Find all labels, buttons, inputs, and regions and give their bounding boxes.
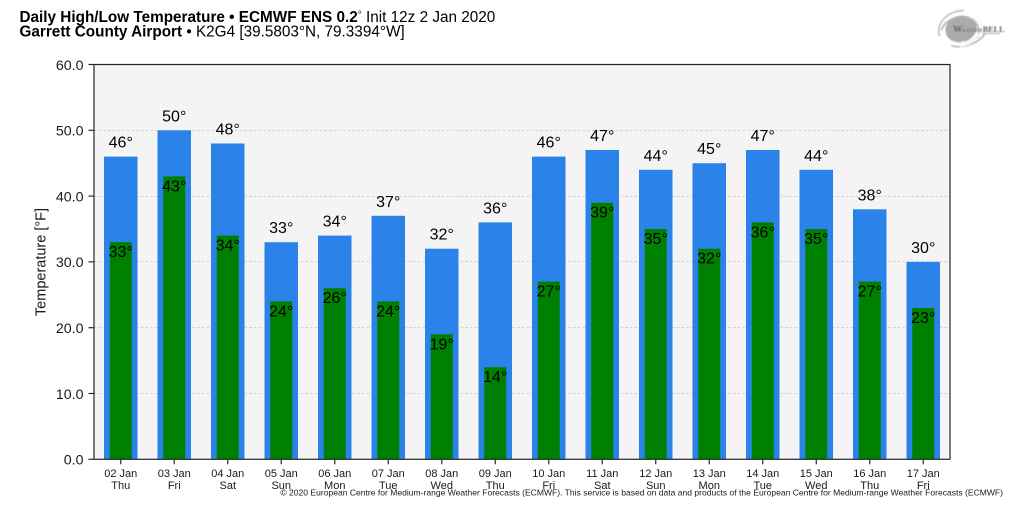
svg-text:32°: 32°: [697, 251, 721, 268]
svg-text:14 Jan: 14 Jan: [746, 468, 779, 480]
svg-text:04 Jan: 04 Jan: [211, 468, 244, 480]
svg-text:17 Jan: 17 Jan: [907, 468, 940, 480]
svg-text:46°: 46°: [537, 135, 561, 152]
svg-text:Sun: Sun: [271, 480, 291, 492]
svg-text:34°: 34°: [216, 238, 240, 255]
svg-text:45°: 45°: [697, 141, 721, 158]
svg-text:Daily High/Low Temperature • E: Daily High/Low Temperature • ECMWF ENS 0…: [20, 9, 496, 26]
svg-text:40.0: 40.0: [56, 189, 84, 205]
svg-text:Wed: Wed: [805, 480, 827, 492]
svg-text:48°: 48°: [216, 122, 240, 139]
svg-text:Fri: Fri: [168, 480, 181, 492]
svg-text:34°: 34°: [323, 214, 347, 231]
svg-text:Sat: Sat: [594, 480, 611, 492]
svg-text:47°: 47°: [751, 128, 775, 145]
svg-text:24°: 24°: [269, 303, 293, 320]
svg-text:Thu: Thu: [486, 480, 505, 492]
svg-text:Garrett County Airport • K2G4: Garrett County Airport • K2G4 [39.5803°N…: [20, 23, 405, 40]
svg-text:09 Jan: 09 Jan: [479, 468, 512, 480]
svg-text:10.0: 10.0: [56, 387, 84, 403]
svg-text:60.0: 60.0: [56, 58, 84, 74]
svg-text:50.0: 50.0: [56, 124, 84, 140]
svg-text:19°: 19°: [430, 336, 454, 353]
svg-text:11 Jan: 11 Jan: [586, 468, 618, 480]
svg-text:12 Jan: 12 Jan: [639, 468, 672, 480]
svg-text:© 2020 European Centre for Med: © 2020 European Centre for Medium-range …: [280, 488, 1003, 498]
svg-text:07 Jan: 07 Jan: [372, 468, 405, 480]
svg-text:16 Jan: 16 Jan: [853, 468, 886, 480]
svg-text:13 Jan: 13 Jan: [693, 468, 726, 480]
svg-text:15 Jan: 15 Jan: [800, 468, 833, 480]
svg-text:38°: 38°: [858, 187, 882, 204]
svg-text:10 Jan: 10 Jan: [532, 468, 565, 480]
svg-text:Tue: Tue: [379, 480, 398, 492]
svg-text:23°: 23°: [911, 310, 935, 327]
svg-text:Wed: Wed: [431, 480, 453, 492]
svg-text:Sat: Sat: [219, 480, 236, 492]
svg-text:36°: 36°: [483, 200, 507, 217]
svg-text:33°: 33°: [269, 220, 293, 237]
svg-text:Thu: Thu: [111, 480, 130, 492]
svg-text:39°: 39°: [590, 205, 614, 222]
svg-text:Fri: Fri: [542, 480, 555, 492]
svg-text:0.0: 0.0: [64, 453, 84, 469]
svg-text:36°: 36°: [751, 224, 775, 241]
svg-text:24°: 24°: [376, 303, 400, 320]
svg-text:44°: 44°: [644, 148, 668, 165]
svg-text:50°: 50°: [162, 108, 186, 125]
svg-text:47°: 47°: [590, 128, 614, 145]
svg-text:44°: 44°: [804, 148, 828, 165]
svg-text:35°: 35°: [644, 231, 668, 248]
svg-text:06 Jan: 06 Jan: [318, 468, 351, 480]
svg-text:27°: 27°: [858, 284, 882, 301]
svg-text:Tue: Tue: [753, 480, 772, 492]
svg-text:43°: 43°: [162, 178, 186, 195]
svg-text:Sun: Sun: [646, 480, 666, 492]
svg-text:Mon: Mon: [699, 480, 720, 492]
svg-text:46°: 46°: [109, 135, 133, 152]
svg-text:20.0: 20.0: [56, 321, 84, 337]
svg-text:Thu: Thu: [860, 480, 879, 492]
svg-text:30.0: 30.0: [56, 255, 84, 271]
svg-text:Fri: Fri: [917, 480, 930, 492]
svg-text:35°: 35°: [804, 231, 828, 248]
svg-text:32°: 32°: [430, 227, 454, 244]
svg-text:37°: 37°: [376, 194, 400, 211]
svg-text:WEATHERBELL: WEATHERBELL: [953, 24, 1005, 35]
svg-text:03 Jan: 03 Jan: [158, 468, 191, 480]
svg-text:05 Jan: 05 Jan: [265, 468, 298, 480]
svg-text:14°: 14°: [483, 369, 507, 386]
svg-text:30°: 30°: [911, 240, 935, 257]
svg-text:Mon: Mon: [324, 480, 345, 492]
svg-text:27°: 27°: [537, 284, 561, 301]
svg-text:26°: 26°: [323, 290, 347, 307]
svg-text:Temperature [°F]: Temperature [°F]: [34, 208, 50, 316]
svg-text:33°: 33°: [109, 244, 133, 261]
svg-text:02 Jan: 02 Jan: [104, 468, 137, 480]
svg-text:08 Jan: 08 Jan: [425, 468, 458, 480]
